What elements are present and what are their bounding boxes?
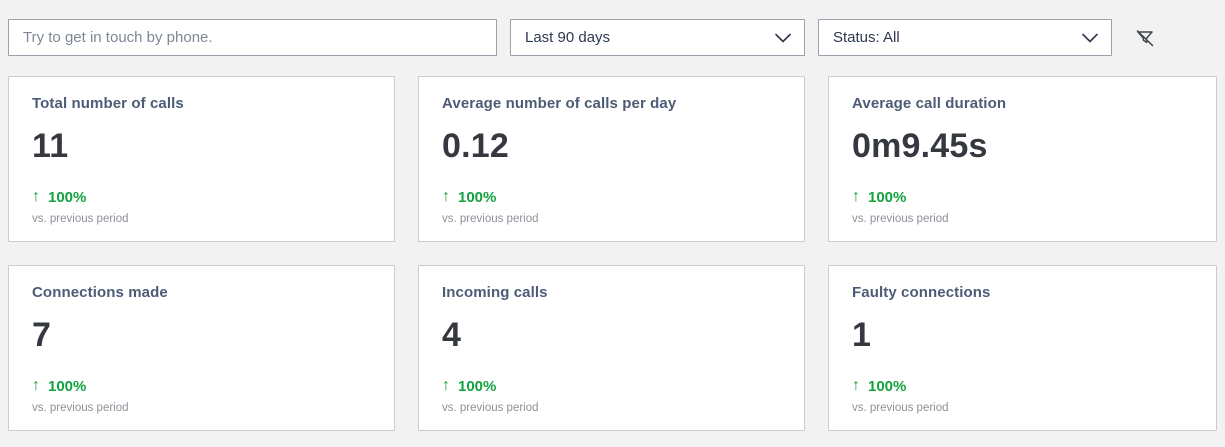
card-title: Incoming calls [442,284,548,301]
card-title: Connections made [32,284,168,301]
card-title: Average number of calls per day [442,95,677,112]
stat-cards-grid: Total number of calls 11 ↑ 100% vs. prev… [8,76,1217,431]
trend-caption: vs. previous period [852,402,949,414]
card-title: Total number of calls [32,95,184,112]
search-input[interactable] [8,19,497,56]
trend-up-icon: ↑ [32,188,40,205]
filter-off-icon [1136,29,1154,46]
status-select[interactable]: Status: All [818,19,1112,56]
card-value: 11 [32,127,69,165]
card-value: 1 [852,316,872,354]
card-trend: ↑ 100% [32,188,371,206]
trend-caption: vs. previous period [852,213,949,225]
card-trend: ↑ 100% [442,377,781,395]
date-range-value: Last 90 days [525,29,611,46]
card-trend: ↑ 100% [442,188,781,206]
trend-up-icon: ↑ [442,377,450,394]
card-title: Average call duration [852,95,1007,112]
clear-filter-button[interactable] [1131,24,1159,52]
card-trend: ↑ 100% [32,377,371,395]
card-trend: ↑ 100% [852,188,1193,206]
trend-caption: vs. previous period [32,402,129,414]
trend-caption: vs. previous period [442,402,539,414]
card-title: Faulty connections [852,284,991,301]
trend-caption: vs. previous period [32,213,129,225]
trend-caption: vs. previous period [442,213,539,225]
filters-toolbar: Last 90 days Status: All [8,19,1217,56]
trend-value: 100% [868,377,907,395]
trend-value: 100% [48,188,87,206]
stat-card-incoming-calls: Incoming calls 4 ↑ 100% vs. previous per… [418,265,805,431]
stat-card-faulty-connections: Faulty connections 1 ↑ 100% vs. previous… [828,265,1217,431]
trend-value: 100% [868,188,907,206]
stat-card-avg-call-duration: Average call duration 0m9.45s ↑ 100% vs.… [828,76,1217,242]
card-value: 0m9.45s [852,127,988,165]
trend-value: 100% [458,188,497,206]
card-value: 0.12 [442,127,509,165]
chevron-down-icon [775,33,791,42]
stat-card-total-calls: Total number of calls 11 ↑ 100% vs. prev… [8,76,395,242]
trend-value: 100% [48,377,87,395]
trend-up-icon: ↑ [32,377,40,394]
trend-value: 100% [458,377,497,395]
trend-up-icon: ↑ [442,188,450,205]
stat-card-avg-calls-per-day: Average number of calls per day 0.12 ↑ 1… [418,76,805,242]
card-trend: ↑ 100% [852,377,1193,395]
status-value: Status: All [833,29,900,46]
stat-card-connections-made: Connections made 7 ↑ 100% vs. previous p… [8,265,395,431]
card-value: 4 [442,316,462,354]
trend-up-icon: ↑ [852,377,860,394]
trend-up-icon: ↑ [852,188,860,205]
chevron-down-icon [1082,33,1098,42]
card-value: 7 [32,316,52,354]
date-range-select[interactable]: Last 90 days [510,19,805,56]
